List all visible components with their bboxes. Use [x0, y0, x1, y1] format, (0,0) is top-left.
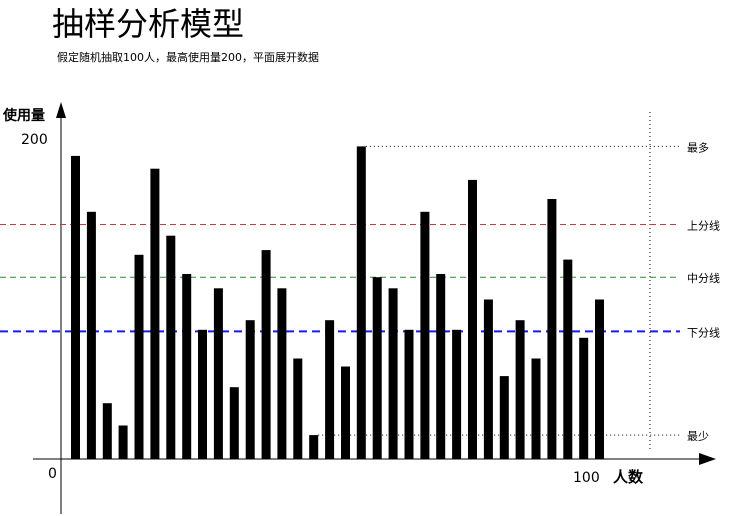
bar-17 [325, 320, 335, 459]
x-axis-arrow-icon [699, 453, 716, 465]
bar-10 [213, 288, 223, 459]
bar-34 [595, 299, 604, 459]
bar-13 [261, 250, 271, 459]
bar-3 [102, 403, 112, 459]
bar-21 [388, 288, 398, 459]
bar-20 [372, 277, 382, 459]
x-axis-label: 人数 [613, 468, 644, 486]
y-tick-label-zero: 0 [48, 466, 57, 482]
bar-25 [452, 329, 462, 459]
bars [71, 146, 604, 459]
bar-7 [166, 235, 176, 459]
bar-14 [277, 288, 287, 459]
chart-title: 抽样分析模型 [52, 5, 245, 43]
bar-6 [150, 168, 160, 459]
bar-27 [483, 299, 493, 459]
bar-12 [245, 320, 255, 459]
bar-24 [436, 274, 446, 459]
bar-2 [86, 211, 96, 459]
bar-26 [468, 179, 477, 459]
bar-22 [404, 329, 414, 459]
bar-11 [229, 387, 239, 459]
bar-9 [198, 329, 207, 459]
bar-1 [71, 155, 80, 459]
bar-19 [356, 146, 366, 459]
reference-line-label-5: 最少 [687, 430, 709, 443]
reference-lines [0, 145, 680, 436]
bar-16 [309, 435, 319, 459]
reference-line-label-1: 最多 [687, 140, 709, 154]
bar-33 [579, 337, 589, 459]
reference-line-label-3: 中分线 [687, 271, 720, 285]
bar-4 [118, 425, 128, 459]
bar-23 [420, 211, 430, 459]
reference-line-label-4: 下分线 [687, 325, 720, 339]
y-axis-arrow-icon [56, 102, 66, 118]
bar-18 [341, 366, 350, 459]
y-tick-label-max: 200 [21, 132, 48, 148]
bar-8 [182, 274, 192, 459]
bar-29 [515, 320, 525, 459]
bar-5 [134, 254, 144, 459]
chart-subtitle: 假定随机抽取100人，最高使用量200，平面展开数据 [57, 51, 319, 64]
bar-31 [547, 199, 557, 459]
reference-line-label-2: 上分线 [687, 219, 720, 233]
bar-28 [499, 376, 509, 459]
bar-32 [563, 259, 573, 459]
bar-30 [531, 358, 541, 459]
bar-15 [293, 358, 303, 459]
y-axis-label: 使用量 [2, 107, 45, 124]
x-end-label: 100 [573, 470, 600, 486]
